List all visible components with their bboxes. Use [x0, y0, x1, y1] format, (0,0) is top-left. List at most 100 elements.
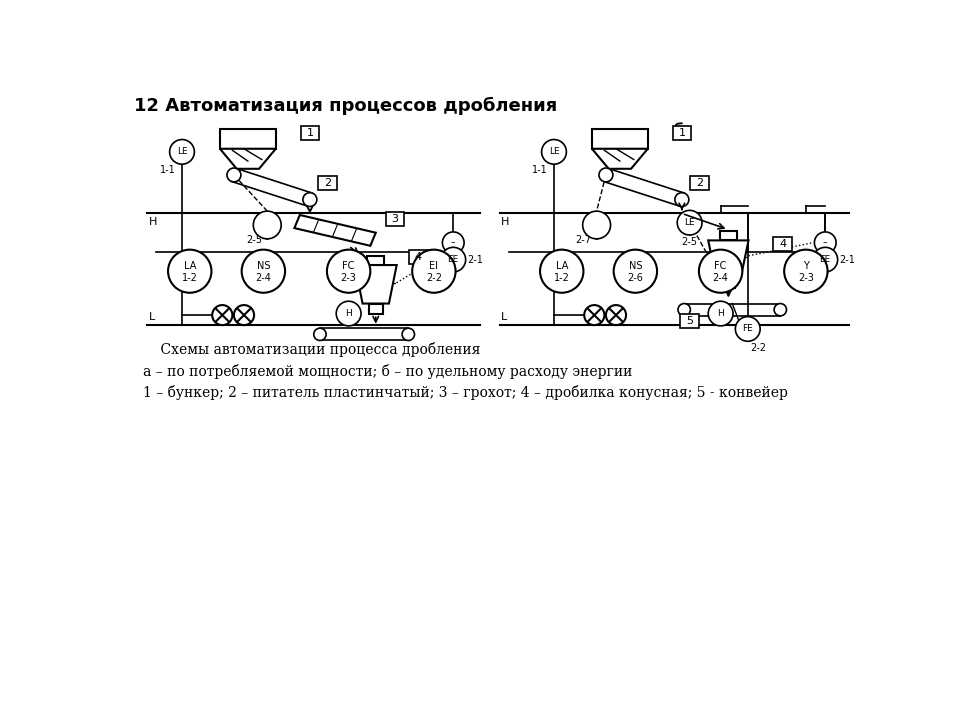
- Text: LE: LE: [684, 218, 695, 228]
- Text: 2-5: 2-5: [247, 235, 262, 245]
- Text: 12 Автоматизация процессов дробления: 12 Автоматизация процессов дробления: [134, 97, 557, 115]
- Text: а: а: [300, 123, 311, 138]
- Bar: [774, 238, 792, 251]
- Circle shape: [336, 301, 361, 326]
- Circle shape: [606, 305, 626, 325]
- Bar: [220, 129, 276, 149]
- Text: б: б: [673, 123, 684, 138]
- Text: L: L: [149, 312, 155, 322]
- Circle shape: [774, 304, 786, 316]
- Text: LE: LE: [177, 148, 187, 156]
- Text: 1: 1: [679, 127, 685, 138]
- Circle shape: [708, 301, 733, 326]
- Text: EI: EI: [429, 261, 439, 271]
- Text: –: –: [451, 238, 455, 247]
- Text: 2-3: 2-3: [341, 273, 356, 283]
- Text: NS: NS: [629, 261, 642, 271]
- Circle shape: [675, 193, 689, 207]
- Text: H: H: [717, 309, 724, 318]
- Circle shape: [583, 211, 611, 239]
- Text: 1 – бункер; 2 – питатель пластинчатый; 3 – грохот; 4 – дробилка конусная; 5 - ко: 1 – бункер; 2 – питатель пластинчатый; 3…: [143, 385, 788, 400]
- Text: 2-1: 2-1: [839, 255, 855, 265]
- Text: –: –: [823, 238, 828, 247]
- Polygon shape: [220, 149, 276, 168]
- Text: 2-7: 2-7: [576, 235, 591, 245]
- Circle shape: [678, 304, 690, 316]
- Text: NS: NS: [256, 261, 270, 271]
- Circle shape: [242, 250, 285, 293]
- Bar: [592, 129, 648, 149]
- Circle shape: [303, 193, 317, 207]
- Bar: [690, 176, 709, 189]
- Circle shape: [170, 140, 194, 164]
- Bar: [386, 212, 404, 226]
- Circle shape: [540, 250, 584, 293]
- Text: 4: 4: [415, 252, 422, 262]
- Circle shape: [813, 248, 838, 272]
- Circle shape: [599, 168, 612, 182]
- Circle shape: [814, 232, 836, 253]
- Circle shape: [441, 248, 466, 272]
- Text: LE: LE: [549, 148, 560, 156]
- Polygon shape: [592, 149, 648, 168]
- Text: 1-2: 1-2: [554, 273, 569, 283]
- Text: 2-2: 2-2: [750, 343, 766, 353]
- Polygon shape: [355, 265, 396, 304]
- Text: 2-3: 2-3: [798, 273, 814, 283]
- Bar: [673, 126, 691, 140]
- Circle shape: [677, 210, 702, 235]
- Text: 2: 2: [696, 178, 704, 188]
- Text: EE: EE: [447, 255, 459, 264]
- Circle shape: [327, 250, 371, 293]
- Text: 1-1: 1-1: [160, 165, 176, 175]
- Text: 1-2: 1-2: [181, 273, 198, 283]
- Text: 2: 2: [324, 178, 331, 188]
- Bar: [368, 256, 384, 265]
- Text: 3: 3: [392, 214, 398, 224]
- Bar: [369, 304, 383, 315]
- Text: H: H: [346, 309, 352, 318]
- Text: H: H: [149, 217, 157, 227]
- Text: LA: LA: [556, 261, 568, 271]
- Bar: [681, 315, 699, 328]
- Circle shape: [314, 328, 326, 341]
- Circle shape: [253, 211, 281, 239]
- Circle shape: [585, 305, 605, 325]
- Circle shape: [443, 232, 464, 253]
- Bar: [720, 231, 737, 240]
- Text: а – по потребляемой мощности; б – по удельному расходу энергии: а – по потребляемой мощности; б – по уде…: [143, 364, 633, 379]
- Circle shape: [784, 250, 828, 293]
- Circle shape: [212, 305, 232, 325]
- Text: 4: 4: [780, 239, 786, 249]
- Text: Y: Y: [803, 261, 809, 271]
- Text: FC: FC: [714, 261, 727, 271]
- Circle shape: [234, 305, 254, 325]
- Circle shape: [412, 250, 456, 293]
- Text: FE: FE: [742, 325, 754, 333]
- Bar: [319, 176, 337, 189]
- Text: L: L: [501, 312, 508, 322]
- Text: H: H: [501, 217, 510, 227]
- Text: 2-4: 2-4: [255, 273, 272, 283]
- Text: 2-6: 2-6: [628, 273, 643, 283]
- Text: 2-2: 2-2: [426, 273, 442, 283]
- Bar: [300, 126, 319, 140]
- Circle shape: [168, 250, 211, 293]
- Polygon shape: [295, 215, 375, 246]
- Text: 1-1: 1-1: [532, 165, 548, 175]
- Text: 5: 5: [686, 316, 693, 326]
- Text: 2-4: 2-4: [712, 273, 729, 283]
- Bar: [409, 251, 427, 264]
- Circle shape: [735, 317, 760, 341]
- Bar: [721, 277, 735, 288]
- Circle shape: [613, 250, 657, 293]
- Circle shape: [402, 328, 415, 341]
- Text: EE: EE: [820, 255, 830, 264]
- Text: LA: LA: [183, 261, 196, 271]
- Circle shape: [227, 168, 241, 182]
- Circle shape: [541, 140, 566, 164]
- Polygon shape: [708, 240, 749, 277]
- Text: FC: FC: [343, 261, 355, 271]
- Circle shape: [699, 250, 742, 293]
- Text: Схемы автоматизации процесса дробления: Схемы автоматизации процесса дробления: [143, 342, 481, 357]
